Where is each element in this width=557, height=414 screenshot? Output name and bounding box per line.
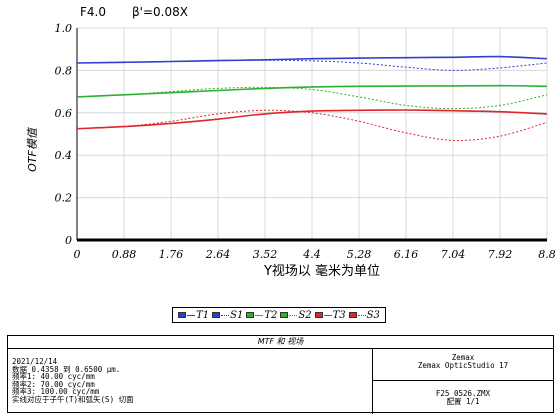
- legend-swatch: [348, 312, 357, 318]
- legend-label: T3: [332, 309, 346, 321]
- y-axis-label: OTF模值: [26, 126, 39, 172]
- footer-line: 实线对应于子午(T)和弧矢(S) 切面: [12, 394, 134, 404]
- footer-details: 2021/12/14 数据 0.4358 到 0.6500 μm. 频率1: 40.…: [8, 348, 373, 414]
- legend-swatch: [178, 312, 187, 318]
- legend-line: [221, 314, 230, 316]
- legend-swatch: [314, 312, 323, 318]
- series-line-s1: [76, 59, 548, 71]
- x-tick-label: 8.8: [538, 248, 556, 261]
- x-tick-label: 2.64: [205, 248, 231, 261]
- footer-line: 频率1: 40.00 cyc/mm: [12, 372, 95, 381]
- footer-line: 频率3: 100.00 cyc/mm: [12, 387, 100, 396]
- footer-line: 2021/12/14: [12, 357, 58, 366]
- footer-line: 数据 0.4358 到 0.6500 μm.: [12, 364, 121, 374]
- footer-config: 配置 1/1: [446, 397, 480, 406]
- x-axis-label: Y视场以 毫米为单位: [263, 263, 380, 279]
- legend-line: [323, 314, 332, 316]
- chart-title-magnification: β'=0.08X: [132, 5, 188, 19]
- x-tick-label: 0: [74, 248, 81, 261]
- chart-title-fnumber: F4.0: [80, 5, 106, 19]
- y-tick-label: 0.8: [55, 64, 73, 77]
- chart-grid: [76, 27, 548, 241]
- footer-file: F25_0526.ZMX 配置 1/1: [373, 381, 553, 414]
- y-tick-label: 0.2: [55, 192, 73, 205]
- legend-line: [357, 314, 366, 316]
- legend-label: S3: [366, 309, 380, 321]
- y-tick-label: 0.4: [55, 149, 73, 162]
- legend-label: T1: [196, 309, 210, 321]
- y-tick-label: 0.6: [55, 107, 73, 120]
- x-tick-label: 1.76: [159, 248, 184, 261]
- series-line-t2: [76, 84, 548, 98]
- legend-item-t3: T3: [314, 309, 346, 321]
- legend-item-s3: S3: [348, 309, 380, 321]
- legend-swatch: [212, 312, 221, 318]
- chart-legend: T1 S1 T2 S2 T3 S3: [172, 307, 386, 323]
- series-line-s3: [76, 109, 548, 141]
- series-line-s2: [76, 86, 548, 110]
- footer-filename: F25_0526.ZMX: [435, 389, 491, 398]
- legend-item-s1: S1: [212, 310, 243, 321]
- legend-item-s2: S2: [280, 309, 312, 321]
- x-tick-label: 4.4: [302, 248, 321, 261]
- x-tick-label: 6.16: [394, 248, 419, 261]
- footer-company: Zemax: [451, 353, 475, 362]
- legend-swatch: [246, 312, 255, 318]
- legend-label: S1: [230, 309, 244, 321]
- footer-line: 频率2: 70.00 cyc/mm: [12, 379, 95, 389]
- legend-label: T2: [264, 309, 278, 321]
- legend-item-t1: T1: [178, 310, 209, 321]
- y-tick-label: 0: [65, 234, 72, 247]
- legend-line: [255, 314, 264, 316]
- legend-item-t2: T2: [246, 310, 277, 321]
- y-tick-label: 1.0: [55, 22, 73, 35]
- x-tick-label: 7.04: [441, 248, 466, 261]
- chart-series: [76, 55, 548, 141]
- footer-title: MTF 和 视场: [8, 336, 553, 349]
- series-line-t3: [76, 109, 548, 130]
- x-tick-label: 7.92: [488, 248, 513, 261]
- chart-axes: [76, 28, 547, 242]
- x-tick-label: 5.28: [347, 248, 372, 261]
- x-tick-label: 0.88: [112, 248, 137, 261]
- legend-line: [289, 314, 298, 316]
- footer-product: Zemax OpticStudio 17: [417, 361, 509, 370]
- footer-software: Zemax Zemax OpticStudio 17: [373, 348, 553, 381]
- mtf-chart: 0 0.88 1.76 2.64 3.52 4.4 5.28 6.16 7.04 7.92 8.8 0…: [26, 5, 556, 279]
- legend-line: [187, 314, 196, 316]
- x-tick-label: 3.52: [253, 248, 278, 261]
- legend-label: S2: [298, 309, 312, 321]
- footer-info-box: MTF 和 视场 2021/12/14 数据 0.4358 到 0.6500 μm…: [7, 335, 554, 414]
- legend-swatch: [280, 312, 289, 318]
- chart-tick-labels: 0 0.88 1.76 2.64 3.52 4.4 5.28 6.16 7.04 7.92 8.8 0…: [55, 22, 556, 261]
